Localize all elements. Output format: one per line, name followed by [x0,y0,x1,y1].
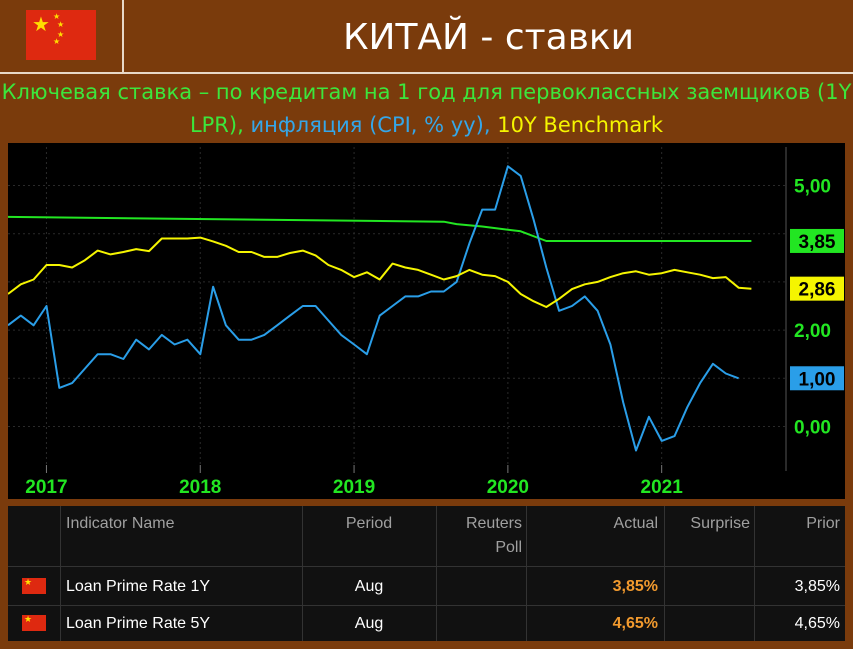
column-divider [436,506,437,641]
x-tick-label: 2019 [333,477,375,498]
table-row[interactable]: ★ Loan Prime Rate 5Y Aug 4,65% 4,65% [8,606,845,641]
subtitle-bond: 10Y Benchmark [497,113,664,137]
chart-panel: 5,00 2,00 1,00 0,00 2017 2018 2019 2020 2021 3,85… [8,143,845,499]
last-value-lpr-box [790,228,844,253]
x-tick-label: 2021 [641,477,684,498]
line-chart: 5,00 2,00 1,00 0,00 2017 2018 2019 2020 2021 3,85… [8,147,844,498]
header-prior: Prior [806,515,840,532]
column-divider [60,506,61,641]
indicator-name: Loan Prime Rate 5Y [66,615,211,632]
series-line-bond [8,236,752,308]
table-row[interactable]: ★ Loan Prime Rate 1Y Aug 3,85% 3,85% [8,567,845,605]
column-divider [664,506,665,641]
china-flag-icon: ★ [22,615,46,631]
x-tick-label: 2017 [25,477,67,498]
prior-value: 4,65% [794,615,840,632]
last-value-bond-box [790,276,844,301]
prior-value: 3,85% [794,578,840,595]
row-divider [8,605,845,606]
header-indicator-name: Indicator Name [66,515,175,532]
period-value: Aug [354,615,384,632]
row-divider [8,566,845,567]
series-line-lpr [8,215,752,242]
header-period: Period [345,515,393,532]
header: ★ ★ ★ ★ ★ КИТАЙ - ставки [0,0,853,74]
header-poll-line2: Poll [495,539,522,556]
actual-value: 4,65% [612,615,658,632]
y-tick-label: 2,00 [794,321,831,342]
x-tick-label: 2018 [179,477,221,498]
column-divider [526,506,527,641]
x-tick-label: 2020 [487,477,529,498]
indicator-name: Loan Prime Rate 1Y [66,578,211,595]
flag-box: ★ ★ ★ ★ ★ [0,0,124,72]
y-tick-label: 5,00 [794,177,831,198]
period-value: Aug [354,578,384,595]
series-line-cpi [8,165,739,452]
china-flag-icon: ★ ★ ★ ★ ★ [26,10,96,60]
subtitle-lpr: Ключевая ставка – по кредитам на 1 год д… [1,80,852,137]
last-value-cpi-box [790,366,844,391]
last-value-lpr: 3,85 [799,232,836,253]
indicator-table: Indicator Name Period Reuters Poll Actua… [8,506,845,641]
column-divider [754,506,755,641]
header-poll-line1: Reuters [465,515,522,532]
actual-value: 3,85% [612,578,658,595]
column-divider [302,506,303,641]
china-flag-icon: ★ [22,578,46,594]
header-actual: Actual [613,515,658,532]
chart-subtitle: Ключевая ставка – по кредитам на 1 год д… [0,76,853,142]
header-surprise: Surprise [690,515,750,532]
last-value-bond: 2,86 [799,280,836,301]
page-title: КИТАЙ - ставки [342,17,635,58]
y-tick-label: 0,00 [794,417,831,438]
subtitle-cpi: инфляция (CPI, % yy), [250,113,491,137]
last-value-cpi: 1,00 [799,369,836,390]
